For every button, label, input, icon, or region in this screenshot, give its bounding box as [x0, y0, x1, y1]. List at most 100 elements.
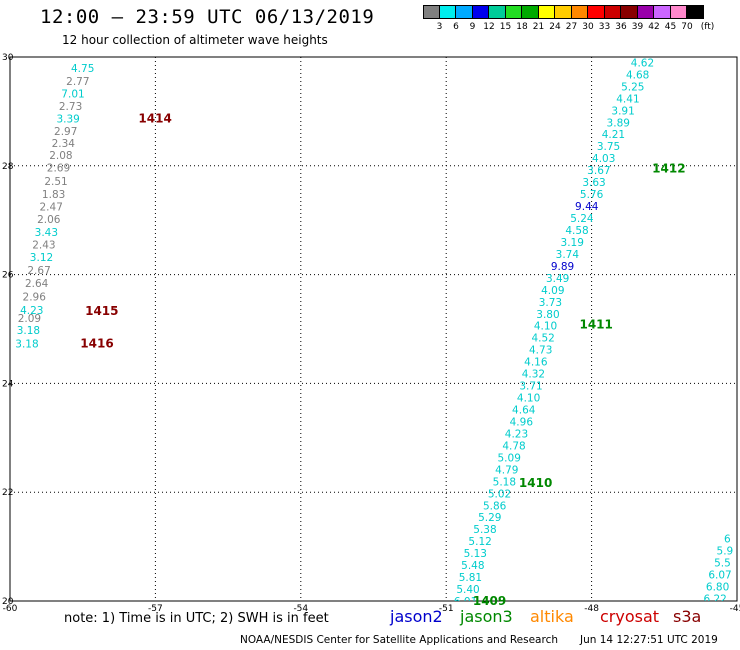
pass-label: 1409 [473, 594, 506, 608]
swh-value: 4.32 [522, 369, 545, 381]
footer-note: note: 1) Time is in UTC; 2) SWH is in fe… [64, 611, 329, 626]
swh-value: 4.21 [602, 129, 625, 141]
swh-value: 5.09 [498, 452, 521, 464]
scale-swatch [670, 5, 687, 19]
scale-label: 27 [565, 22, 578, 32]
scale-swatch [456, 5, 473, 19]
lat-tick-label: 28 [2, 162, 14, 172]
lat-tick-label: 24 [2, 379, 14, 389]
lat-tick-label: 30 [2, 53, 14, 63]
swh-value: 5.9 [717, 545, 734, 557]
swh-value: 6.22 [703, 593, 726, 605]
pass-label: 1416 [80, 337, 113, 351]
swh-value: 4.32 [640, 34, 663, 46]
swh-value: 4.79 [495, 464, 518, 476]
swh-value: 2.77 [66, 76, 89, 88]
swh-value: 9.89 [551, 261, 574, 273]
footer-timestamp: Jun 14 12:27:51 UTC 2019 [580, 634, 718, 646]
swh-value: 2.08 [49, 150, 72, 162]
swh-value: 2.69 [47, 162, 70, 174]
swh-value: 2.97 [54, 126, 77, 138]
swh-value: 2.06 [37, 214, 61, 226]
scale-swatch [538, 5, 555, 19]
swh-value: 5.12 [468, 536, 491, 548]
swh-value: 3.18 [17, 325, 40, 337]
swh-value: 5.25 [621, 81, 644, 93]
swh-value: 2.47 [40, 202, 63, 214]
lat-tick-label: 20 [2, 597, 14, 607]
pass-label: 1412 [652, 162, 685, 176]
swh-value: 4.73 [529, 345, 552, 357]
swh-value: 2.96 [23, 291, 47, 303]
scale-swatch [621, 5, 638, 19]
lon-tick-label: -51 [439, 604, 454, 614]
swh-value: 4.09 [541, 285, 564, 297]
swh-value: 3.39 [56, 113, 79, 125]
scale-label: 6 [453, 22, 459, 32]
scale-swatch [654, 5, 671, 19]
scale-label: 21 [532, 22, 545, 32]
swh-value: 5.5 [714, 557, 731, 569]
map-frame [9, 56, 738, 602]
swh-value: 3.80 [536, 309, 559, 321]
pass-label: 1415 [85, 304, 118, 318]
lon-tick-label: -60 [3, 604, 18, 614]
swh-value: 3.49 [546, 273, 569, 285]
swh-value: 4.10 [534, 321, 557, 333]
legend-altika: altika [530, 607, 574, 626]
swh-value: 5.18 [493, 476, 516, 488]
scale-swatch [588, 5, 605, 19]
scale-swatch [439, 5, 456, 19]
swh-value: 4.76 [650, 10, 674, 22]
pass-label: 1411 [579, 318, 612, 332]
swh-value: 3.63 [582, 177, 605, 189]
swh-value: 6.80 [706, 581, 729, 593]
scale-label: (ft) [700, 22, 715, 32]
swh-value: 5.48 [461, 560, 484, 572]
lat-tick-label: 22 [2, 488, 13, 498]
swh-value: 4.78 [502, 440, 525, 452]
legend-jason3: jason3 [460, 607, 513, 626]
scale-swatch [423, 5, 440, 19]
swh-value: 5.29 [478, 512, 501, 524]
scale-label: 9 [469, 22, 476, 32]
scale-label: 18 [516, 22, 528, 32]
scale-swatch [687, 5, 704, 19]
scale-swatch [505, 5, 522, 19]
scale-swatch [489, 5, 506, 19]
swh-value: 1.83 [42, 189, 65, 201]
lon-tick-label: -45 [730, 604, 740, 614]
swh-value: 3.18 [15, 339, 38, 351]
scale-swatch [472, 5, 489, 19]
legend-s3a: s3a [673, 607, 702, 626]
swh-value: 4.96 [510, 416, 534, 428]
swh-value: 4.16 [524, 357, 548, 369]
swh-value: 5.76 [580, 189, 604, 201]
swh-value: 6.07 [708, 569, 731, 581]
swh-value: 3.74 [556, 249, 580, 261]
swh-value: 3.89 [607, 117, 630, 129]
scale-label: 3 [436, 22, 443, 32]
color-scale [423, 5, 704, 19]
swh-value: 4.55 [655, 0, 678, 10]
scale-swatch [571, 5, 588, 19]
swh-value: 2.09 [18, 313, 41, 325]
swh-value: 9.44 [575, 201, 599, 213]
legend-cryosat: cryosat [600, 607, 660, 626]
page-title: 12:00 – 23:59 UTC 06/13/2019 [40, 6, 375, 28]
swh-value: 3.43 [35, 227, 58, 239]
scale-swatch [637, 5, 654, 19]
swh-value: 4.64 [512, 405, 536, 417]
swh-value: 5.38 [473, 524, 496, 536]
pass-label: 1410 [519, 476, 552, 490]
scale-label: 30 [582, 22, 594, 32]
swh-value: 3.73 [539, 297, 562, 309]
swh-value: 4.62 [631, 57, 654, 69]
swh-value: 5.13 [464, 548, 487, 560]
swh-value: 3.67 [587, 165, 610, 177]
swh-value: 5.86 [483, 500, 507, 512]
scale-label: 70 [681, 22, 693, 32]
swh-value: 2.34 [52, 138, 76, 150]
scale-label: 45 [664, 22, 677, 32]
